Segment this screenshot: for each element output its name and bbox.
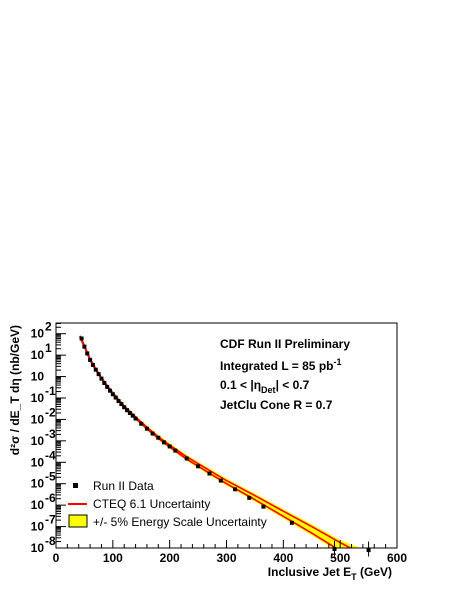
y-tick-label: 10 bbox=[31, 391, 45, 405]
data-point bbox=[167, 444, 172, 449]
data-point bbox=[96, 372, 101, 377]
y-tick-label: 10 bbox=[31, 498, 45, 512]
y-tick-label: 10 bbox=[31, 520, 45, 534]
data-point bbox=[130, 413, 135, 418]
y-tick-exponent: -2 bbox=[45, 405, 56, 419]
data-point bbox=[125, 408, 130, 413]
x-ticks: 0 100 200 300 400 500 600 bbox=[53, 540, 407, 565]
data-point bbox=[289, 520, 294, 525]
data-point bbox=[207, 471, 212, 476]
data-points-layer bbox=[79, 336, 371, 557]
data-point bbox=[133, 416, 138, 421]
y-tick-exponent: -6 bbox=[45, 491, 56, 505]
data-point bbox=[161, 440, 166, 445]
data-point bbox=[113, 395, 118, 400]
data-point bbox=[102, 381, 107, 386]
legend-theory-label: CTEQ 6.1 Uncertainty bbox=[93, 497, 210, 511]
y-tick-label: 10 bbox=[31, 412, 45, 426]
legend: Run II Data CTEQ 6.1 Uncertainty +/- 5% … bbox=[68, 479, 267, 529]
data-point bbox=[218, 478, 223, 483]
data-point bbox=[261, 504, 266, 509]
data-point bbox=[82, 344, 87, 349]
data-point bbox=[332, 546, 337, 551]
data-point bbox=[173, 448, 178, 453]
data-point bbox=[93, 367, 98, 372]
data-point bbox=[85, 351, 90, 356]
y-tick-exponent: -3 bbox=[45, 427, 56, 441]
data-point bbox=[139, 421, 144, 426]
info-line-4: JetClu Cone R = 0.7 bbox=[220, 398, 333, 412]
info-line-3: 0.1 < |ηDet| < 0.7 bbox=[220, 378, 310, 395]
y-tick-label: 10 bbox=[31, 348, 45, 362]
data-point bbox=[150, 431, 155, 436]
data-point bbox=[156, 435, 161, 440]
data-point bbox=[107, 388, 112, 393]
y-tick-label: 10 bbox=[31, 434, 45, 448]
y-tick-label: 10 bbox=[31, 327, 45, 341]
y-tick-exponent: -7 bbox=[45, 513, 56, 527]
y-tick-exponent: -4 bbox=[45, 448, 56, 462]
x-tick-label: 300 bbox=[216, 551, 236, 565]
info-line-1: CDF Run II Preliminary bbox=[220, 337, 350, 351]
data-point bbox=[88, 357, 93, 362]
data-point bbox=[90, 362, 95, 367]
x-tick-label: 0 bbox=[53, 551, 60, 565]
y-tick-exponent: -1 bbox=[45, 384, 56, 398]
data-point bbox=[196, 464, 201, 469]
info-line-2: Integrated L = 85 pb-1 bbox=[220, 357, 342, 373]
x-tick-label: 600 bbox=[387, 551, 407, 565]
legend-data-label: Run II Data bbox=[93, 479, 154, 493]
data-point bbox=[184, 456, 189, 461]
data-point bbox=[105, 384, 110, 389]
info-box: CDF Run II Preliminary Integrated L = 85… bbox=[220, 337, 350, 412]
legend-band-label: +/- 5% Energy Scale Uncertainty bbox=[93, 515, 267, 529]
data-point bbox=[366, 548, 371, 553]
data-point bbox=[233, 487, 238, 492]
y-tick-exponent: -5 bbox=[45, 470, 56, 484]
y-tick-label: 10 bbox=[31, 477, 45, 491]
data-point bbox=[122, 405, 127, 410]
y-tick-exponent: -8 bbox=[45, 534, 56, 548]
x-tick-label: 500 bbox=[330, 551, 350, 565]
y-tick-label: 10 bbox=[31, 370, 45, 384]
x-tick-label: 200 bbox=[160, 551, 180, 565]
y-tick-exponent: 1 bbox=[45, 341, 52, 355]
x-tick-label: 100 bbox=[103, 551, 123, 565]
y-tick-exponent: 2 bbox=[45, 320, 52, 334]
data-point bbox=[110, 392, 115, 397]
y-axis-title: d²σ / dE_T dη (nb/GeV) bbox=[8, 325, 22, 455]
x-axis-title: Inclusive Jet ET (GeV) bbox=[268, 565, 392, 582]
legend-band-swatch bbox=[68, 514, 88, 528]
data-point bbox=[144, 426, 149, 431]
y-tick-label: 10 bbox=[31, 541, 45, 555]
y-tick-label: 10 bbox=[31, 455, 45, 469]
data-point bbox=[127, 410, 132, 415]
x-tick-label: 400 bbox=[273, 551, 293, 565]
data-point bbox=[116, 399, 121, 404]
data-point bbox=[119, 402, 124, 407]
legend-data-marker bbox=[73, 483, 78, 488]
data-point bbox=[99, 376, 104, 381]
data-point bbox=[247, 495, 252, 500]
data-point bbox=[79, 336, 84, 341]
